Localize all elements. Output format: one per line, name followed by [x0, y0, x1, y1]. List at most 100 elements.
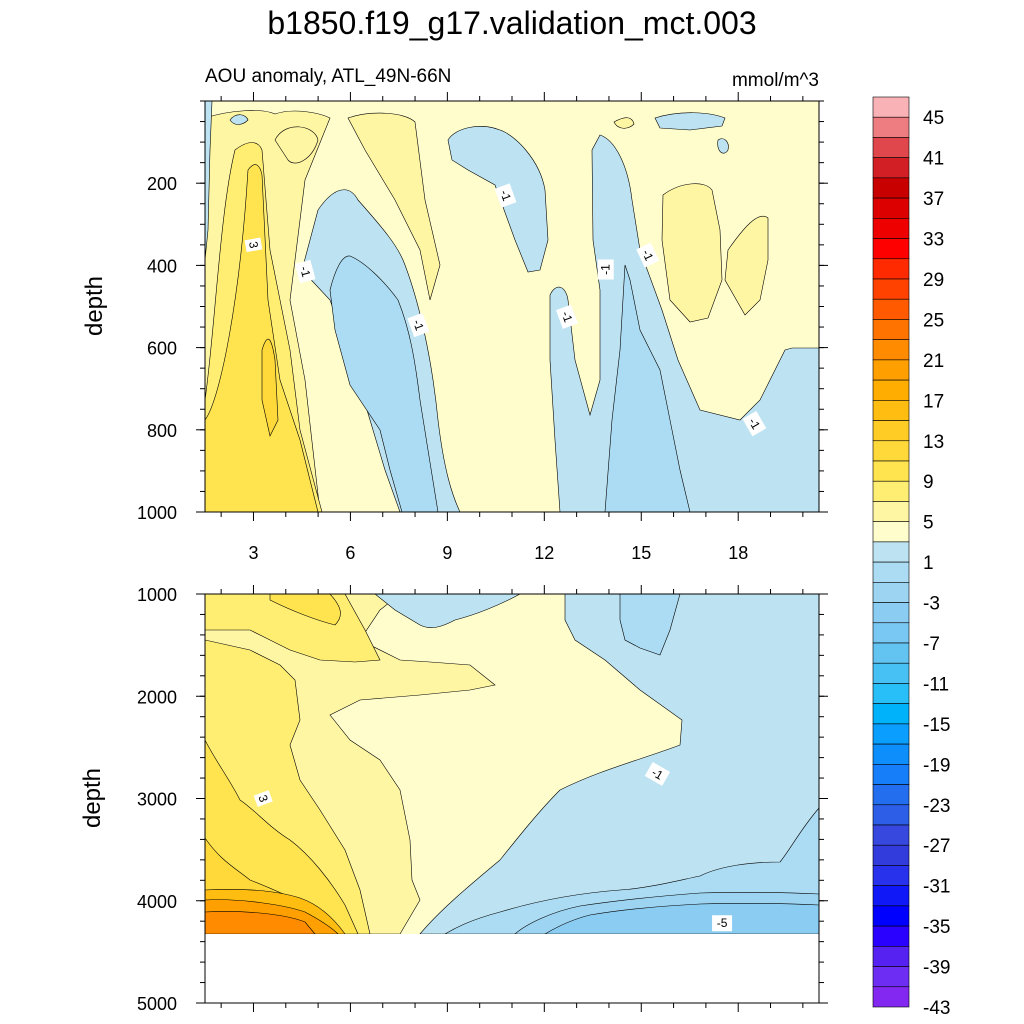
- colorbar-box: [872, 480, 910, 502]
- bottom-region-cool-1: [374, 594, 521, 629]
- x-tick-label: 6: [345, 543, 355, 563]
- contour-label-bg: [244, 237, 263, 253]
- colorbar-label: -7: [923, 634, 940, 655]
- contour-label: 3: [244, 237, 263, 253]
- colorbar-label: 5: [923, 513, 934, 534]
- bottom-y-axis-label: depth: [79, 768, 106, 828]
- colorbar-label: -23: [923, 796, 950, 817]
- contour-label-bg: [407, 312, 430, 338]
- contour-label-text: 3: [246, 240, 261, 249]
- colorbar-box: [872, 561, 910, 583]
- top-region-warm-6: [347, 112, 441, 301]
- contour-label-text: -1: [497, 188, 514, 203]
- contour-label-text: 3: [255, 793, 271, 804]
- y-tick-label: 600: [147, 339, 177, 359]
- colorbar-box: [872, 885, 910, 907]
- colorbar-label: -39: [923, 958, 950, 979]
- colorbar-label: -31: [923, 877, 950, 898]
- y-tick-label: 800: [147, 421, 177, 441]
- top-region-cool-1: [205, 101, 213, 261]
- bottom-region-warm-8: [205, 911, 316, 935]
- colorbar-box: [872, 298, 910, 320]
- top-contour-labels: 3 -1 -1 -1 -1 -1 -1 -1: [244, 183, 767, 437]
- colorbar-box: [872, 319, 910, 340]
- colorbar-box: [872, 946, 910, 967]
- colorbar-box: [872, 359, 910, 381]
- colorbar-label: -35: [923, 917, 950, 938]
- top-panel-fill: [205, 101, 819, 512]
- colorbar-box: [872, 420, 910, 442]
- colorbar-box: [872, 501, 910, 522]
- colorbar-box: [872, 622, 910, 644]
- top-region-warm-4: [261, 338, 279, 437]
- x-tick-label: 3: [248, 543, 258, 563]
- colorbar-label: -19: [923, 755, 950, 776]
- colorbar-box: [872, 137, 910, 158]
- colorbar-box: [872, 258, 910, 280]
- y-tick-label: 1000: [137, 585, 177, 605]
- contour-label: -1: [407, 312, 430, 338]
- colorbar-box: [872, 400, 910, 421]
- colorbar-box: [872, 602, 910, 624]
- x-tick-label: 15: [631, 543, 651, 563]
- contour-label: -1: [636, 242, 660, 268]
- colorbar-box: [872, 339, 910, 361]
- colorbar-box: [872, 440, 910, 462]
- contour-label-bg: [253, 790, 273, 807]
- top-panel: AOU anomaly, ATL_49N-66N mmol/m^3 3: [81, 66, 828, 563]
- colorbar-box: [872, 925, 910, 947]
- colorbar-label: -3: [923, 594, 940, 615]
- colorbar-label: 37: [923, 189, 944, 210]
- colorbar-box: [872, 804, 910, 826]
- contour-label-bg: [636, 242, 660, 268]
- top-region-cool-7: [604, 264, 691, 512]
- colorbar-box: [872, 116, 910, 138]
- colorbar-box: [872, 986, 910, 1008]
- contour-label-bg: [712, 915, 733, 932]
- x-tick-label: 9: [442, 543, 452, 563]
- colorbar-label: 45: [923, 108, 944, 129]
- colorbar-label: 25: [923, 310, 944, 331]
- contour-label: -1: [494, 183, 517, 208]
- contour-label-bg: [494, 183, 517, 208]
- colorbar-box: [872, 764, 910, 785]
- y-tick-label: 5000: [137, 994, 177, 1014]
- contour-label-bg: [742, 410, 767, 437]
- colorbar-label: -15: [923, 715, 950, 736]
- colorbar-label: 33: [923, 230, 944, 251]
- top-region-warm-8: [724, 215, 769, 316]
- colorbar-box: [872, 521, 910, 543]
- colorbar-box: [872, 662, 910, 684]
- top-y-axis-label: depth: [81, 276, 108, 336]
- y-tick-label: 3000: [137, 790, 177, 810]
- top-region-cool-8: [654, 112, 726, 131]
- colorbar-box: [872, 865, 910, 886]
- bottom-region-cool-5: [543, 903, 819, 935]
- top-panel-subtitle: AOU anomaly, ATL_49N-66N: [205, 66, 451, 87]
- colorbar-label: -11: [923, 674, 949, 695]
- top-y-axis: 200 400 600 800 1000: [137, 174, 828, 523]
- contour-label: -1: [742, 410, 767, 437]
- contour-label: -1: [294, 259, 316, 284]
- x-tick-label: 18: [728, 543, 748, 563]
- colorbar-box: [872, 460, 910, 482]
- contour-label-text: -1: [410, 318, 427, 333]
- y-tick-label: 2000: [137, 687, 177, 707]
- top-region-warm-9: [613, 117, 635, 129]
- colorbar-box: [872, 218, 910, 239]
- colorbar-label: 29: [923, 270, 944, 291]
- contour-label-text: -1: [559, 309, 576, 324]
- top-region-warm-5: [274, 126, 319, 164]
- contour-label-bg: [644, 762, 671, 786]
- bottom-minor-ticks: [200, 593, 824, 1004]
- y-tick-label: 4000: [137, 892, 177, 912]
- colorbar: 45 41 37 33 29 25 21 17 13 9 5 1 -3 -7 -11 -15 -19 -23 -27…: [872, 96, 950, 1019]
- contour-label-bg: [555, 304, 578, 329]
- colorbar-box: [872, 278, 910, 300]
- colorbar-label: 9: [923, 472, 934, 493]
- colorbar-label: -27: [923, 836, 950, 857]
- colorbar-label: 17: [923, 391, 944, 412]
- colorbar-box: [872, 703, 910, 725]
- bottom-x-axis: [220, 585, 804, 1012]
- colorbar-box: [872, 683, 910, 704]
